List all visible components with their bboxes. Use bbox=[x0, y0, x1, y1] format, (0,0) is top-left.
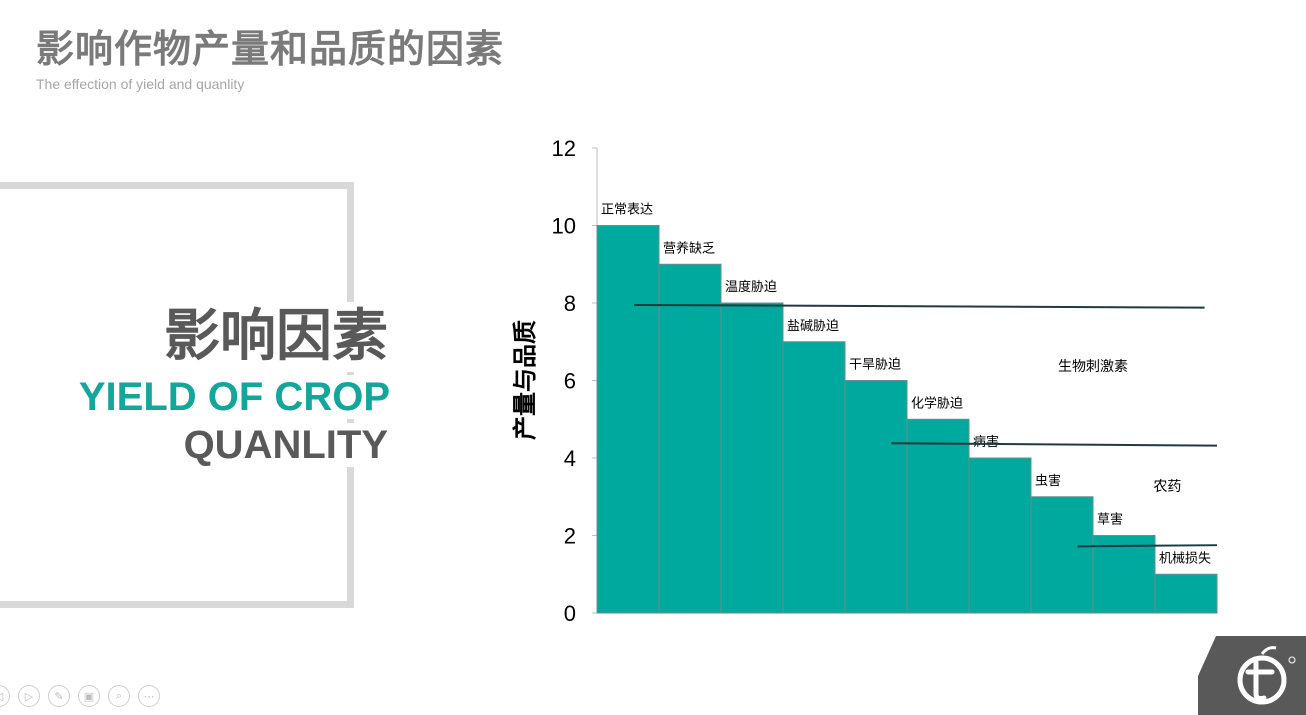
bar bbox=[596, 225, 660, 614]
slide-title: 影响作物产量和品质的因素 bbox=[36, 27, 505, 71]
bar-category-label: 营养缺乏 bbox=[663, 240, 715, 256]
bar-category-label: 草害 bbox=[1097, 512, 1123, 528]
logo-leaf bbox=[1260, 646, 1277, 655]
bar bbox=[782, 341, 846, 614]
bar-category-label: 温度胁迫 bbox=[725, 279, 777, 295]
card-heading: 影响因素 bbox=[160, 302, 388, 372]
annotation-line bbox=[1077, 544, 1218, 548]
bar bbox=[844, 380, 908, 614]
bar-category-label: 虫害 bbox=[1035, 473, 1061, 489]
bar bbox=[658, 263, 722, 614]
logo-registered bbox=[1288, 656, 1296, 664]
bar-category-label: 干旱胁迫 bbox=[849, 358, 901, 373]
y-tick-label: 10 bbox=[552, 214, 576, 239]
logo-background bbox=[1198, 636, 1306, 715]
next-icon[interactable]: ▷ bbox=[18, 685, 40, 707]
bar bbox=[1154, 573, 1218, 614]
zoom-icon[interactable]: ⌕ bbox=[108, 685, 130, 707]
bar bbox=[906, 418, 970, 614]
brand-logo bbox=[1198, 636, 1306, 715]
bar-category-label: 盐碱胁迫 bbox=[787, 319, 839, 334]
bar-category-label: 机械损失 bbox=[1159, 551, 1211, 566]
slide-subtitle: The effection of yield and quanlity bbox=[36, 76, 245, 92]
annotation-line bbox=[634, 303, 1205, 309]
bar-category-label: 病害 bbox=[973, 434, 999, 450]
y-tick-label: 8 bbox=[564, 291, 576, 316]
card-line-quality: QUANLITY bbox=[183, 423, 388, 467]
y-tick-label: 4 bbox=[564, 446, 576, 471]
screens-icon[interactable]: ▣ bbox=[78, 685, 100, 707]
logo-mark bbox=[1245, 659, 1275, 701]
pen-icon[interactable]: ✎ bbox=[48, 685, 70, 707]
bar-category-label: 化学胁迫 bbox=[911, 395, 963, 411]
bar-category-label: 正常表达 bbox=[601, 203, 653, 218]
y-tick-label: 12 bbox=[552, 136, 576, 161]
y-tick-label: 0 bbox=[564, 601, 576, 626]
card-line-yield: YIELD OF CROP bbox=[78, 375, 390, 419]
y-tick-label: 2 bbox=[564, 524, 576, 549]
annotation-line bbox=[891, 442, 1218, 447]
bar bbox=[720, 302, 784, 614]
annotation-label: 农药 bbox=[1153, 479, 1181, 495]
bar bbox=[1030, 496, 1094, 614]
y-axis-label: 产量与品质 bbox=[511, 320, 539, 440]
bar bbox=[968, 457, 1032, 614]
logo-ring bbox=[1237, 655, 1287, 705]
bar bbox=[1092, 535, 1156, 614]
annotation-label: 生物刺激素 bbox=[1058, 358, 1128, 375]
y-tick-label: 6 bbox=[564, 369, 576, 394]
more-icon[interactable]: ⋯ bbox=[138, 685, 160, 707]
presentation-toolbar: ◁ ▷ ✎ ▣ ⌕ ⋯ bbox=[0, 685, 160, 707]
prev-icon[interactable]: ◁ bbox=[0, 685, 10, 707]
